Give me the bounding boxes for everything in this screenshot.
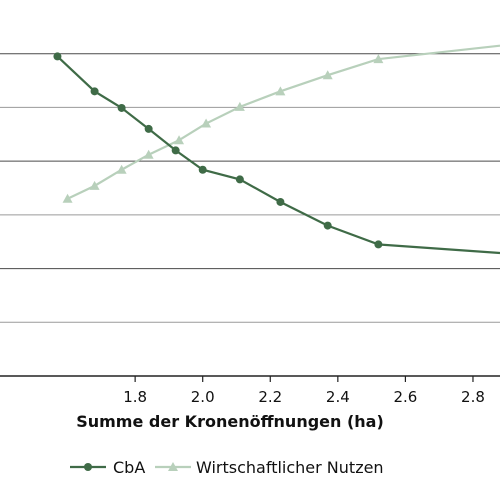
data-point: [275, 86, 286, 96]
data-point: [276, 197, 285, 206]
series-layer: [53, 44, 500, 255]
x-tick-label: 1.8: [123, 388, 147, 406]
data-point: [374, 240, 383, 249]
legend-marker: [168, 462, 178, 471]
series-cba: [53, 52, 500, 255]
x-axis-title: Summe der Kronenöffnungen (ha): [76, 412, 384, 431]
data-point: [117, 103, 126, 112]
data-point: [201, 118, 212, 128]
legend-marker: [84, 463, 92, 471]
series-line: [56, 55, 500, 255]
data-point: [116, 164, 127, 174]
x-tick-label: 2.6: [393, 388, 417, 406]
data-point: [235, 175, 244, 184]
data-point: [322, 70, 333, 80]
data-point: [89, 180, 100, 190]
data-point: [143, 149, 154, 159]
x-axis-ticks: 1.8 2.0 2.2 2.4 2.6 2.8: [123, 376, 485, 406]
data-point: [171, 146, 180, 155]
data-point: [234, 101, 245, 111]
data-point: [144, 124, 153, 133]
data-point: [62, 193, 73, 203]
gridlines: [0, 53, 500, 323]
legend-item: CbA: [70, 458, 145, 477]
data-point: [174, 135, 185, 145]
data-point: [198, 165, 207, 174]
legend-label: Wirtschaftlicher Nutzen: [196, 458, 384, 477]
legend-label: CbA: [113, 458, 145, 477]
data-point: [373, 54, 384, 64]
x-tick-label: 2.2: [258, 388, 282, 406]
series-line: [67, 44, 500, 200]
x-tick-label: 2.8: [461, 388, 485, 406]
data-point: [53, 52, 62, 61]
data-point: [90, 87, 99, 96]
x-tick-label: 2.4: [326, 388, 350, 406]
x-tick-label: 2.0: [191, 388, 215, 406]
legend-item: Wirtschaftlicher Nutzen: [155, 458, 384, 477]
legend: CbA Wirtschaftlicher Nutzen: [70, 458, 384, 477]
series-wirtschaftlicher-nutzen: [62, 44, 500, 203]
data-point: [323, 221, 332, 230]
